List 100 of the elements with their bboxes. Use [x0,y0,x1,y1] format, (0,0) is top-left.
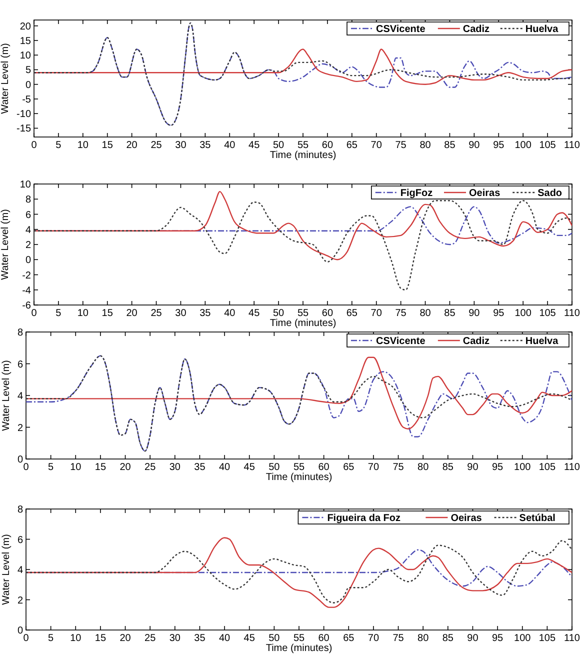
y-tick-label: 10 [20,180,32,190]
x-tick-label: 95 [492,462,504,473]
x-tick-label: 35 [200,140,212,151]
x-tick-label: 35 [200,308,212,319]
y-tick-label: 0 [25,80,32,91]
x-tick-label: 40 [224,140,236,151]
x-tick-label: 80 [418,462,430,473]
x-tick-label: 105 [538,462,556,473]
x-axis-title: Time (minutes) [270,150,336,161]
x-tick-label: 5 [56,140,62,151]
x-tick-label: 95 [493,140,505,151]
x-tick-label: 105 [538,633,556,644]
x-tick-label: 30 [169,462,181,473]
x-tick-label: 55 [297,308,309,319]
y-tick-label: 5 [25,65,32,76]
x-tick-label: 60 [318,633,330,644]
x-tick-label: 100 [514,633,532,644]
x-tick-label: 10 [70,633,82,644]
x-tick-label: 45 [248,308,260,319]
x-tick-label: 80 [420,308,432,319]
y-tick-label: -2 [22,270,32,282]
y-tick-label: 10 [20,50,32,62]
x-tick-label: 60 [322,308,334,319]
x-tick-label: 20 [126,140,138,151]
y-axis-title: Water Level (m) [1,360,12,431]
x-tick-label: 105 [539,308,556,319]
x-tick-label: 50 [268,633,280,644]
x-tick-label: 50 [272,140,285,151]
y-tick-label: 20 [20,21,32,32]
legend-label: CSVicente [376,24,426,35]
y-tick-label: 15 [20,36,32,47]
x-tick-label: 10 [77,140,89,151]
x-tick-label: 20 [126,308,138,319]
x-tick-label: 55 [293,633,305,644]
x-tick-label: 70 [368,633,380,644]
y-axis-title: Water Level (m) [0,209,11,280]
legend-label: Cadiz [462,24,490,35]
y-tick-label: -10 [16,109,32,120]
x-tick-label: 45 [248,140,260,151]
x-tick-label: 40 [224,308,236,319]
x-tick-label: 20 [120,633,132,644]
legend-label: Huelva [525,24,559,35]
y-tick-label: 8 [25,194,32,206]
x-tick-label: 65 [343,633,355,644]
x-tick-label: 70 [370,308,382,319]
legend-label: Figueira da Foz [327,513,401,524]
x-tick-label: 95 [493,308,505,319]
legend-label: Oeiras [450,513,482,524]
line-series [34,190,572,260]
line-series [26,355,572,452]
x-tick-label: 85 [442,633,454,644]
x-tick-label: 15 [94,462,106,473]
x-tick-label: 85 [442,462,454,473]
x-tick-label: 25 [150,140,162,151]
x-tick-label: 80 [420,140,432,151]
x-tick-label: 5 [56,308,62,319]
x-tick-label: 35 [194,462,206,473]
line-series [26,356,572,430]
y-tick-label: 6 [17,534,24,546]
x-tick-label: 5 [48,462,54,473]
x-tick-label: 30 [175,308,187,319]
x-tick-label: 95 [492,633,504,644]
y-tick-label: 2 [17,595,24,606]
x-tick-label: 25 [150,308,162,319]
x-tick-label: 10 [70,462,82,473]
x-axis-title: Time (minutes) [266,643,332,654]
x-tick-label: 40 [218,462,231,473]
legend-label: Sado [538,188,562,199]
y-tick-label: 8 [17,328,24,338]
x-tick-label: 50 [268,462,280,473]
x-tick-label: 85 [444,308,456,319]
x-tick-label: 5 [48,633,54,644]
y-tick-label: 0 [17,626,24,636]
line-series [34,48,572,85]
x-tick-label: 45 [244,633,256,644]
x-tick-label: 60 [318,462,330,473]
x-tick-label: 90 [467,633,479,644]
y-tick-label: 8 [17,504,24,516]
x-tick-label: 105 [539,140,556,151]
y-tick-label: 2 [25,240,32,251]
y-tick-label: 4 [17,391,24,402]
x-tick-label: 75 [392,633,404,644]
legend-label: Setúbal [519,513,556,524]
x-tick-label: 60 [322,140,334,151]
legend-label: Huelva [525,336,559,347]
x-tick-label: 110 [564,462,580,473]
x-tick-label: 110 [564,140,580,151]
legend-label: CSVicente [376,336,426,347]
y-axis-title: Water Level (m) [0,43,11,114]
x-tick-label: 65 [343,462,355,473]
x-tick-label: 10 [77,308,89,319]
x-tick-label: 65 [346,308,358,319]
x-tick-label: 90 [468,308,480,319]
x-tick-label: 75 [395,140,407,151]
x-tick-label: 75 [395,308,407,319]
x-tick-label: 15 [102,308,114,319]
x-tick-label: 100 [514,140,532,151]
x-tick-label: 55 [293,462,305,473]
x-tick-label: 110 [564,308,580,319]
x-tick-label: 70 [368,462,380,473]
